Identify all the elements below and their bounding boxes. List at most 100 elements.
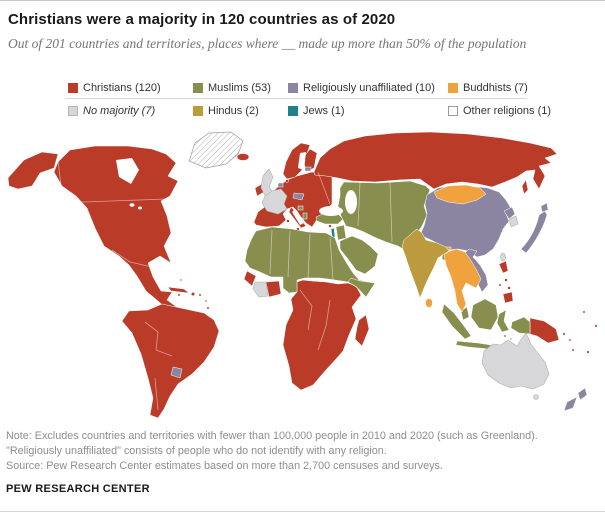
legend-swatch-muslims [193,83,203,93]
map-region-north-africa-sahel-nigeria-somalia [244,226,376,298]
map-region-trinidad [206,306,210,310]
bottom-rule [0,511,605,512]
note-line-1: Note: Excludes countries and territories… [6,430,538,442]
map-region-sumatra [441,303,472,340]
map-region-puerto-rico [198,293,202,297]
map-region-sardinia [286,219,290,223]
map-region-ivory-coast [252,281,269,298]
legend-label-muslims: Muslims (53) [208,82,271,94]
map-region-java [455,340,492,350]
chart-subtitle: Out of 201 countries and territories, pl… [8,36,527,51]
legend-swatch-buddhists [448,83,458,93]
map-water-great-lakes-2 [138,206,142,210]
map-region-philippines-visayas-1 [504,278,508,282]
legend-swatch-hindus [193,106,203,116]
map-region-israel [330,227,336,239]
map-region-sulawesi [496,309,510,333]
map-region-somalia [347,277,376,298]
map-region-solomon-islands-1 [562,332,566,336]
map-region-south-america [121,303,220,419]
map-region-north-korea [503,206,516,220]
legend-item-buddhists: Buddhists (7) [448,82,528,94]
map-region-west-papua [510,316,531,335]
legend-swatch-no-majority [68,106,78,116]
map-region-india-nepal [401,228,450,299]
map-region-france [261,188,288,215]
note-line-2: "Religiously unaffiliated" consists of p… [6,445,387,457]
legend-label-no-majority: No majority (7) [83,105,156,117]
map-region-new-zealand-south [563,396,578,412]
map-group-muslim-majority [244,180,531,350]
map-region-czech-republic [292,192,305,201]
map-region-borneo [470,298,499,331]
map-water-hudson-bay [116,158,139,184]
map-region-albania [302,212,308,220]
map-region-alaska [7,151,59,190]
map-region-ghana-togo-benin [265,280,282,298]
legend-item-unaffiliated: Religiously unaffiliated (10) [288,82,435,94]
map-region-vanuatu [571,348,575,352]
map-region-australia [481,332,550,390]
map-region-uruguay [170,366,183,379]
map-region-north-america [53,145,189,322]
map-water-gulf-of-bothnia [298,152,306,170]
map-group-country-borders [55,159,393,411]
map-region-jamaica [177,293,181,297]
map-region-lesser-antilles [204,299,208,303]
map-region-madagascar [354,314,370,347]
map-region-pacific-island-1 [582,310,586,314]
map-region-denmark [285,179,289,183]
legend-swatch-christians [68,83,78,93]
map-region-philippines-visayas-3 [507,286,511,290]
map-region-fiji [586,350,590,354]
legend-swatch-other-religions [448,106,458,116]
page-title: Christians were a majority in 120 countr… [8,11,396,28]
legend: Christians (120) Muslims (53) Religiousl… [65,80,551,118]
map-water-great-lakes-1 [129,203,135,207]
legend-divider [65,98,527,99]
map-region-united-kingdom [260,168,275,198]
map-region-iceland [236,153,250,161]
map-region-mainland-southeast-asia [443,248,482,313]
map-region-solomon-islands-2 [568,338,572,342]
map-region-sri-lanka [425,298,433,308]
map-region-philippines-luzon [498,260,509,274]
map-region-tasmania [533,394,539,400]
map-region-estonia [304,166,312,172]
map-group-water [116,152,357,225]
map-region-mongolia [433,184,487,205]
map-region-pacific-island-2 [594,324,598,328]
source-attribution: PEW RESEARCH CENTER [6,483,150,495]
map-region-sub-saharan-africa [282,279,362,391]
map-region-hispaniola [190,291,196,297]
map-region-taiwan [500,252,506,262]
legend-swatch-unaffiliated [288,83,298,93]
map-region-new-zealand-north [577,387,588,401]
map-region-hokkaido [540,202,549,213]
map-region-south-korea [508,215,519,228]
legend-label-buddhists: Buddhists (7) [463,82,528,94]
map-region-japan [520,210,548,254]
map-region-liberia-sierra-leone [243,270,257,287]
legend-item-other-religions: Other religions (1) [448,105,551,117]
note-line-3: Source: Pew Research Center estimates ba… [6,460,443,472]
legend-item-jews: Jews (1) [288,105,345,117]
map-region-greenland-excluded [188,131,244,169]
top-rule [0,0,605,1]
map-region-bahamas [179,278,183,282]
map-group-christian-majority [7,131,598,419]
map-region-philippines-visayas-2 [498,283,502,287]
map-region-arabian-peninsula [339,235,379,275]
legend-item-no-majority: No majority (7) [68,105,155,117]
map-group-no-majority [252,168,550,400]
legend-label-other-religions: Other religions (1) [463,105,552,117]
map-region-levant [335,224,347,241]
map-water-black-sea [319,206,343,216]
map-region-netherlands [277,182,284,188]
legend-item-hindus: Hindus (2) [193,105,259,117]
map-region-papua-new-guinea [529,317,560,344]
legend-item-christians: Christians (120) [68,82,161,94]
chart-notes: Note: Excludes countries and territories… [6,429,538,474]
legend-label-jews: Jews (1) [303,105,345,117]
legend-label-christians: Christians (120) [83,82,161,94]
